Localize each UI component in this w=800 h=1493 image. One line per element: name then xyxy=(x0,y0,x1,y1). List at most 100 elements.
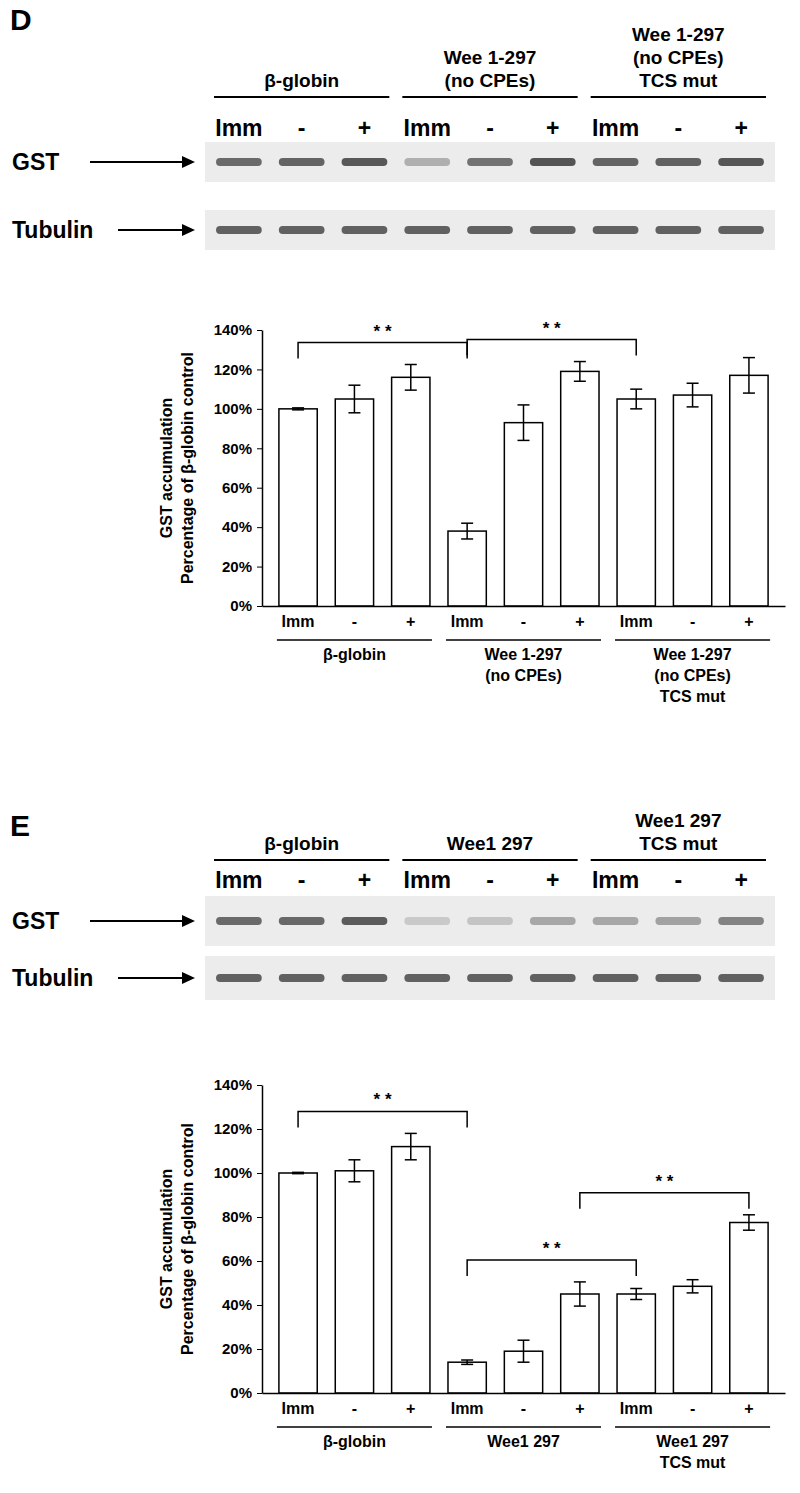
blot-strip xyxy=(205,896,775,946)
significance-bracket xyxy=(580,1193,749,1209)
significance-label: * * xyxy=(543,319,561,338)
gst-band xyxy=(404,917,450,925)
tubulin-band xyxy=(530,226,576,234)
row-arrowhead xyxy=(182,224,195,236)
error-bar xyxy=(574,1282,586,1306)
error-cap xyxy=(687,1292,699,1294)
x-tick: + xyxy=(406,606,415,630)
lane-label: + xyxy=(734,867,747,893)
error-stem xyxy=(410,365,412,391)
error-bar xyxy=(630,1289,642,1300)
x-axis: Imm-+Imm-+Imm-+ xyxy=(263,1393,786,1417)
y-tick-label: 120% xyxy=(214,361,252,378)
y-tick-mark xyxy=(257,1305,262,1306)
x-group-label: β-globin xyxy=(323,1433,386,1450)
y-tick-label: 40% xyxy=(222,518,252,535)
error-cap xyxy=(461,538,473,540)
row-arrowhead xyxy=(182,915,195,927)
x-group-label: Wee1 297 xyxy=(656,1433,729,1450)
bar xyxy=(561,1294,599,1393)
error-bar xyxy=(348,1160,360,1182)
error-cap xyxy=(405,1159,417,1161)
y-tick-mark xyxy=(257,606,262,607)
group-rule xyxy=(615,1426,770,1428)
lane-label: Imm xyxy=(592,115,639,141)
bar xyxy=(448,1362,486,1393)
error-cap xyxy=(687,382,699,384)
panel: Eβ-globinWee1 297Wee1 297TCS mutImm-+Imm… xyxy=(10,809,786,1471)
error-cap xyxy=(518,404,530,406)
error-bar xyxy=(292,408,304,410)
y-tick-label: 0% xyxy=(230,1384,252,1401)
group-rule xyxy=(446,639,601,641)
gst-band xyxy=(404,158,450,166)
x-tick-label: + xyxy=(575,1400,584,1417)
row-label: Tubulin xyxy=(12,217,93,243)
blot-strip xyxy=(205,142,775,182)
error-cap xyxy=(574,1281,586,1283)
y-tick: 20% xyxy=(222,558,262,575)
x-tick-label: + xyxy=(575,613,584,630)
y-tick: 140% xyxy=(214,321,262,338)
error-bar xyxy=(461,523,473,539)
gst-band xyxy=(655,158,701,166)
bar xyxy=(730,375,768,606)
x-tick: + xyxy=(744,1393,753,1417)
panel: Dβ-globinWee 1-297(no CPEs)Wee 1-297(no … xyxy=(10,3,786,705)
x-tick: + xyxy=(575,1393,584,1417)
y-tick-mark xyxy=(257,1129,262,1130)
y-tick: 80% xyxy=(222,440,262,457)
lane-label: + xyxy=(546,115,559,141)
y-tick-label: 20% xyxy=(222,558,252,575)
x-tick: - xyxy=(690,606,695,630)
lane-label: + xyxy=(358,115,371,141)
significance-label: * * xyxy=(374,1090,392,1109)
error-bar xyxy=(574,362,586,382)
blot-group-label: Wee 1-297 xyxy=(632,24,725,45)
tubulin-band xyxy=(467,226,513,234)
x-tick: Imm xyxy=(620,606,653,630)
lane-label: Imm xyxy=(592,867,639,893)
y-tick-mark xyxy=(257,1349,262,1350)
error-cap xyxy=(348,1181,360,1183)
x-tick: - xyxy=(521,1393,526,1417)
error-cap xyxy=(630,388,642,390)
x-tick-label: Imm xyxy=(620,1400,653,1417)
x-tick-label: + xyxy=(406,1400,415,1417)
y-tick-label: 80% xyxy=(222,440,252,457)
y-tick-mark xyxy=(257,527,262,528)
tubulin-band xyxy=(279,226,325,234)
y-axis: 0%20%40%60%80%100%120%140% xyxy=(214,321,263,614)
error-cap xyxy=(743,1214,755,1216)
tubulin-band xyxy=(655,226,701,234)
y-axis-line xyxy=(262,331,264,607)
x-group-label: Wee1 297 xyxy=(487,1433,560,1450)
group-rule xyxy=(402,96,577,98)
y-axis-title: Percentage of β-globin control xyxy=(179,1123,196,1355)
error-cap xyxy=(574,1305,586,1307)
bar xyxy=(279,409,317,606)
tubulin-band xyxy=(593,226,639,234)
error-cap xyxy=(461,522,473,524)
y-tick-mark xyxy=(257,369,262,370)
group-rule xyxy=(615,639,770,641)
error-stem xyxy=(579,1282,581,1306)
blot-group-label: Wee1 297 xyxy=(447,833,533,854)
x-axis-line xyxy=(263,606,786,608)
error-cap xyxy=(405,1133,417,1135)
group-rule xyxy=(446,1426,601,1428)
y-tick-label: 100% xyxy=(214,1164,252,1181)
bar xyxy=(617,1294,655,1393)
gst-band xyxy=(467,917,513,925)
x-tick: - xyxy=(690,1393,695,1417)
marks xyxy=(279,358,768,606)
error-cap xyxy=(687,406,699,408)
bar xyxy=(617,399,655,606)
x-tick: - xyxy=(352,606,357,630)
blot-group-label: (no CPEs) xyxy=(633,47,724,68)
error-cap xyxy=(292,407,304,409)
error-bar xyxy=(348,385,360,413)
tubulin-band xyxy=(467,974,513,982)
y-tick-mark xyxy=(257,1261,262,1262)
error-bar xyxy=(292,1172,304,1173)
